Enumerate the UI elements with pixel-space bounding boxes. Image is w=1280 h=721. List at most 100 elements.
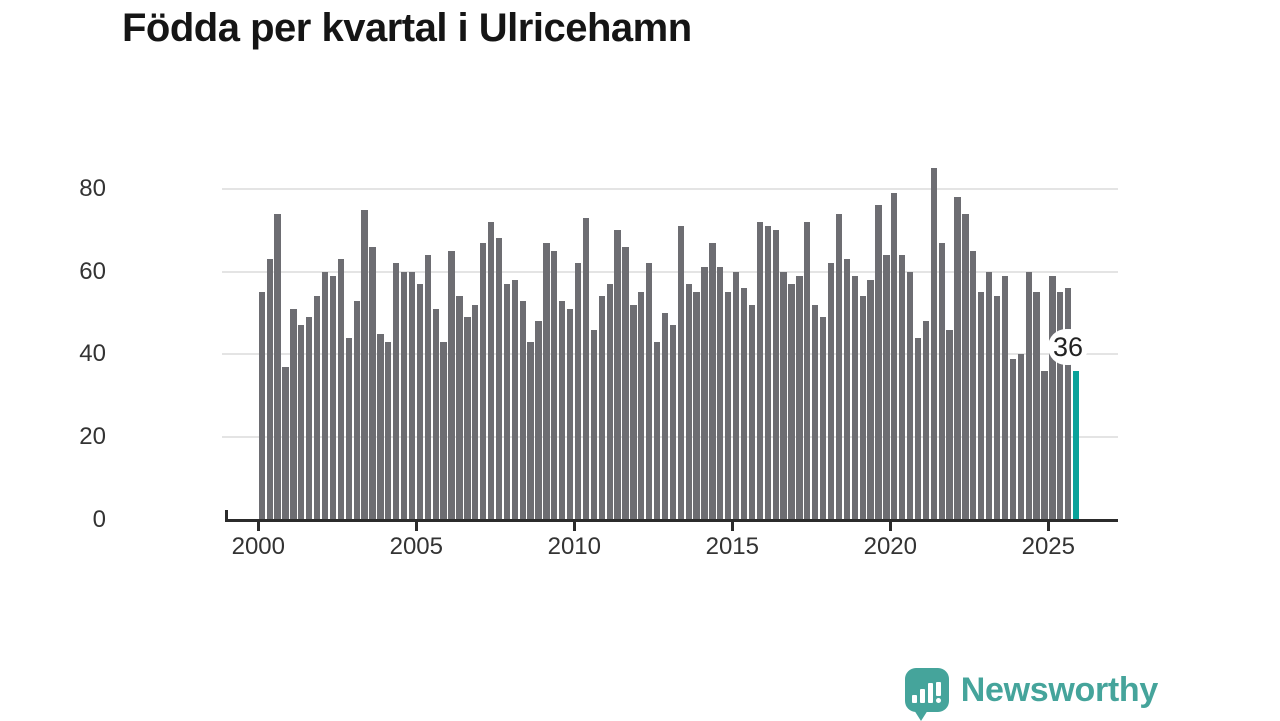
- bar-2005K1: [416, 284, 424, 520]
- bar-2014K3: [717, 267, 724, 520]
- bar-2012K4: [661, 313, 669, 520]
- y-axis-tick-label: 60: [79, 257, 106, 285]
- y-axis-tick-label: 80: [79, 174, 106, 202]
- bar-2009K4: [566, 308, 574, 520]
- bar-2016K2: [772, 230, 779, 520]
- bar-2015K1: [733, 271, 740, 520]
- bar-2001K3: [306, 317, 313, 520]
- bar-2014K1: [701, 267, 708, 520]
- bar-2024K4: [1041, 370, 1048, 520]
- bar-2017K2: [804, 221, 811, 520]
- y-axis-tick-label: 40: [79, 340, 106, 368]
- y-axis-tick-label: 20: [79, 423, 106, 451]
- x-axis-tick-label: 2010: [547, 533, 601, 560]
- axis-corner-stub: [225, 510, 228, 520]
- x-axis-line: [225, 519, 1118, 522]
- bar-2008K2: [519, 300, 526, 520]
- bar-2021K1: [922, 321, 930, 520]
- bar-2000K3: [274, 213, 281, 520]
- bar-2012K3: [653, 341, 661, 520]
- bar-2015K2: [740, 288, 748, 520]
- bar-2013K4: [693, 292, 700, 520]
- gridline-y-60: [222, 270, 1118, 273]
- bar-2018K4: [851, 275, 858, 520]
- bar-2004K1: [385, 341, 392, 520]
- bar-2007K4: [503, 284, 511, 520]
- bar-2010K2: [582, 217, 590, 520]
- bar-2003K4: [377, 333, 384, 520]
- bar-2025K4-highlighted: [1072, 370, 1080, 520]
- bar-2020K3: [906, 271, 914, 520]
- bar-2011K1: [606, 284, 613, 520]
- bar-2004K2: [393, 263, 400, 520]
- bar-2020K2: [899, 255, 906, 520]
- bar-2011K4: [630, 304, 637, 520]
- bar-2007K1: [480, 242, 487, 520]
- bar-2011K3: [622, 246, 629, 520]
- bar-2020K4: [914, 337, 922, 520]
- bar-2000K1: [258, 292, 265, 520]
- bar-2018K1: [827, 263, 835, 520]
- bar-2016K3: [780, 271, 787, 520]
- y-axis-tick-label: 0: [92, 506, 106, 533]
- gridline-y-80: [222, 187, 1118, 190]
- bar-2011K2: [614, 230, 621, 520]
- bar-2008K1: [511, 279, 518, 520]
- bar-2013K2: [677, 226, 684, 520]
- exclamation-icon: [936, 682, 942, 703]
- x-axis-tick-label: 2000: [231, 533, 285, 560]
- bar-2000K4: [282, 366, 289, 520]
- bar-2001K1: [290, 308, 297, 520]
- bar-2019K2: [867, 279, 874, 520]
- bar-2009K3: [559, 300, 566, 520]
- bar-2010K4: [598, 296, 605, 520]
- bar-2016K4: [788, 284, 795, 520]
- bar-2006K3: [464, 317, 471, 520]
- logo-bar-icon: [912, 695, 918, 703]
- bar-2024K3: [1033, 292, 1040, 520]
- bar-2022K3: [970, 250, 977, 520]
- bar-2004K4: [408, 271, 416, 520]
- newsworthy-logo-text: Newsworthy: [960, 670, 1159, 709]
- speech-bubble-tail-icon: [913, 710, 928, 721]
- bar-2003K1: [353, 300, 360, 520]
- bar-2019K4: [883, 255, 890, 520]
- x-axis-tick-2015: [730, 522, 734, 531]
- latest-value-label: 36: [1048, 329, 1089, 365]
- bar-2002K2: [329, 275, 337, 520]
- bar-2000K2: [266, 259, 273, 520]
- bar-2013K1: [669, 325, 677, 520]
- bar-2001K2: [298, 325, 305, 520]
- bar-2001K4: [313, 296, 321, 520]
- x-axis-tick-label: 2025: [1021, 533, 1075, 560]
- bar-2014K2: [709, 242, 716, 520]
- bar-2018K2: [835, 213, 843, 520]
- bar-2024K1: [1017, 354, 1024, 520]
- bar-2016K1: [764, 226, 771, 520]
- bar-2004K3: [400, 271, 408, 520]
- bar-2002K3: [337, 259, 344, 520]
- bar-2012K1: [638, 292, 645, 520]
- bar-2025K3: [1065, 288, 1072, 520]
- bar-2008K4: [535, 321, 542, 520]
- bar-2010K3: [590, 329, 597, 520]
- bar-2023K4: [1009, 358, 1017, 520]
- x-axis-tick-label: 2005: [389, 533, 443, 560]
- bar-2003K2: [361, 209, 368, 520]
- bar-2018K3: [843, 259, 850, 520]
- newsworthy-logo-icon: [904, 668, 949, 721]
- bar-2022K2: [962, 213, 969, 520]
- chart-title: Födda per kvartal i Ulricehamn: [122, 6, 692, 50]
- bar-2005K4: [440, 341, 447, 520]
- x-axis-tick-2020: [888, 522, 892, 531]
- bar-2003K3: [369, 246, 376, 520]
- bar-2017K3: [812, 304, 819, 520]
- bar-2021K2: [930, 168, 937, 520]
- bar-2008K3: [527, 341, 534, 520]
- bar-2005K2: [424, 255, 431, 520]
- newsworthy-logo: Newsworthy: [904, 668, 1159, 721]
- bar-2017K4: [819, 317, 827, 520]
- bar-2023K2: [993, 296, 1001, 520]
- bar-2009K2: [551, 250, 558, 520]
- logo-bar-icon: [920, 689, 926, 703]
